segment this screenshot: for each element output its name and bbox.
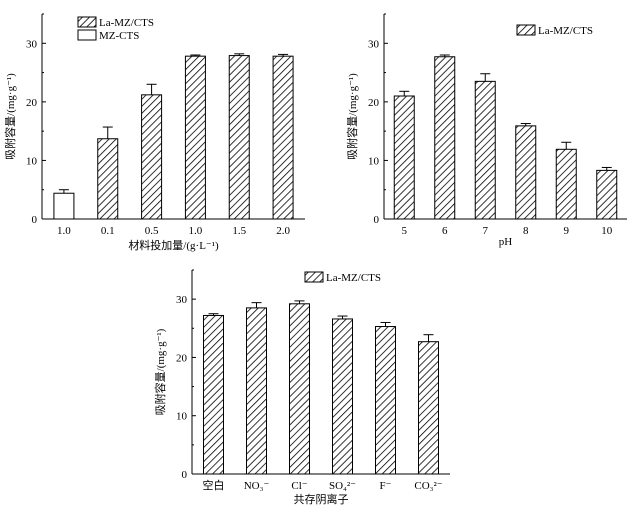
x-tick-label: 7 [483, 225, 489, 237]
legend-label: La-MZ/CTS [538, 25, 593, 37]
x-tick-label: F⁻ [380, 480, 392, 492]
bar-la-mz-cts-1 [246, 307, 267, 475]
x-tick-label: CO₃²⁻ [414, 480, 442, 492]
chart-panel-c: 0 10 20 30 空白 NO₃⁻ Cl⁻ SO₄²⁻ F⁻ CO₃²⁻ 共存阴离子 吸附容量/(m… [153, 269, 450, 506]
bar-la-mz-cts-2 [289, 303, 310, 475]
bar-la-mz-cts-5 [418, 341, 439, 475]
x-tick-label: 2.0 [276, 225, 290, 237]
x-tick-label: NO₃⁻ [244, 480, 270, 492]
legend-swatch [77, 29, 97, 41]
bar-la-mz-cts-4 [555, 148, 577, 220]
x-tick-label: SO₄²⁻ [329, 480, 356, 492]
chart-panel-a: 0 10 20 30 1.0 0.1 0.5 1.0 1.5 2.0 材料投加量/(g·L⁻¹) 吸附… [3, 13, 305, 252]
bar-la-mz-cts-4 [375, 326, 396, 475]
x-tick-label: 8 [523, 225, 529, 237]
bar-la-mz-cts-4 [228, 55, 250, 220]
y-tick-label: 0 [182, 469, 188, 481]
bar-la-mz-cts-5 [272, 55, 294, 220]
bar-la-mz-cts-2 [474, 80, 496, 220]
x-tick-label: 1.0 [189, 225, 203, 237]
y-axis-label: 吸附容量/(mg·g⁻¹) [153, 328, 167, 415]
y-tick-label: 10 [26, 155, 38, 167]
bar-la-mz-cts-0 [393, 95, 415, 220]
y-tick-label: 20 [176, 352, 188, 364]
legend-label: MZ-CTS [99, 30, 139, 42]
y-axis-label: 吸附容量/(mg·g⁻¹) [3, 73, 17, 160]
bar-la-mz-cts-1 [97, 138, 119, 220]
bar-la-mz-cts-2 [141, 94, 163, 220]
y-tick-label: 20 [26, 97, 38, 109]
bar-la-mz-cts-3 [332, 318, 353, 475]
x-axis-label: pH [499, 236, 513, 248]
y-tick-label: 30 [368, 38, 380, 50]
y-tick-label: 30 [26, 38, 38, 50]
legend-swatch [516, 24, 536, 36]
x-tick-label: Cl⁻ [291, 480, 307, 492]
chart-panel-b: 0 10 20 30 5 6 7 8 9 10 pH 吸附容量/(mg·g⁻¹) La-MZ/CTS [345, 13, 627, 248]
bar-la-mz-cts-1 [434, 56, 456, 220]
y-tick-label: 0 [374, 214, 380, 226]
x-tick-label: 10 [601, 225, 613, 237]
legend-label: La-MZ/CTS [326, 272, 381, 284]
x-tick-label: 0.1 [101, 225, 115, 237]
x-tick-label: 9 [564, 225, 570, 237]
bar-la-mz-cts-3 [515, 125, 537, 220]
x-tick-label: 1.0 [57, 225, 71, 237]
y-tick-label: 20 [368, 97, 380, 109]
legend-swatch [304, 271, 324, 283]
bar-mz-cts-0 [53, 192, 75, 220]
x-tick-label: 1.5 [232, 225, 246, 237]
x-axis-label: 共存阴离子 [294, 492, 349, 506]
x-tick-label: 空白 [203, 478, 225, 492]
bar-la-mz-cts-5 [596, 169, 618, 220]
y-tick-label: 10 [368, 155, 380, 167]
y-tick-label: 10 [176, 411, 188, 423]
bar-la-mz-cts-0 [203, 314, 224, 475]
x-tick-label: 6 [442, 225, 448, 237]
y-tick-label: 30 [176, 294, 188, 306]
bar-la-mz-cts-3 [184, 55, 206, 220]
y-tick-label: 0 [32, 214, 38, 226]
y-axis-label: 吸附容量/(mg·g⁻¹) [345, 73, 359, 160]
x-tick-label: 5 [402, 225, 408, 237]
x-tick-label: 0.5 [145, 225, 159, 237]
legend-label: La-MZ/CTS [99, 17, 154, 29]
legend-swatch [77, 16, 97, 28]
x-axis-label: 材料投加量/(g·L⁻¹) [128, 238, 219, 252]
